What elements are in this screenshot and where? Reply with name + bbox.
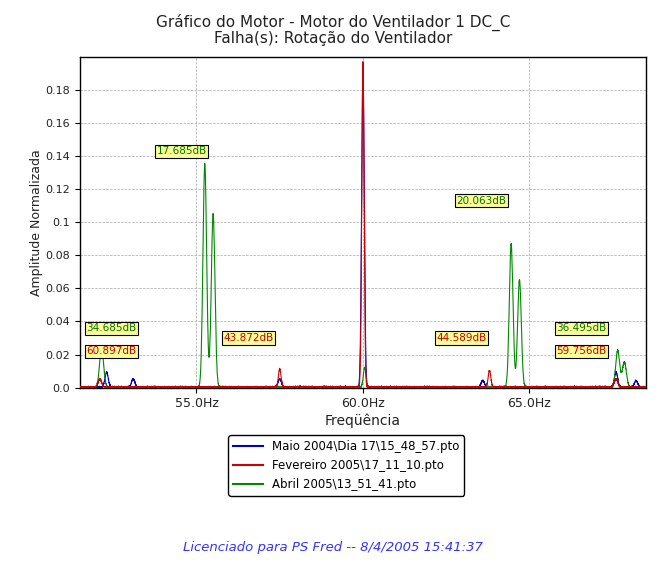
- Text: 44.589dB: 44.589dB: [436, 333, 486, 343]
- Text: 34.685dB: 34.685dB: [87, 323, 137, 333]
- Text: 17.685dB: 17.685dB: [157, 146, 206, 156]
- Text: 43.872dB: 43.872dB: [223, 333, 273, 343]
- X-axis label: Freqüência: Freqüência: [325, 413, 401, 428]
- Text: Gráfico do Motor - Motor do Ventilador 1 DC_C: Gráfico do Motor - Motor do Ventilador 1…: [156, 14, 510, 31]
- Text: 20.063dB: 20.063dB: [456, 196, 506, 206]
- Y-axis label: Amplitude Normalizada: Amplitude Normalizada: [30, 149, 43, 296]
- Text: 59.756dB: 59.756dB: [556, 346, 606, 356]
- Legend: Maio 2004\Dia 17\15_48_57.pto, Fevereiro 2005\17_11_10.pto, Abril 2005\13_51_41.: Maio 2004\Dia 17\15_48_57.pto, Fevereiro…: [228, 435, 464, 496]
- Text: 60.897dB: 60.897dB: [87, 346, 137, 356]
- Text: 36.495dB: 36.495dB: [556, 323, 606, 333]
- Text: Licenciado para PS Fred -- 8/4/2005 15:41:37: Licenciado para PS Fred -- 8/4/2005 15:4…: [183, 541, 483, 553]
- Text: Falha(s): Rotação do Ventilador: Falha(s): Rotação do Ventilador: [214, 31, 452, 46]
